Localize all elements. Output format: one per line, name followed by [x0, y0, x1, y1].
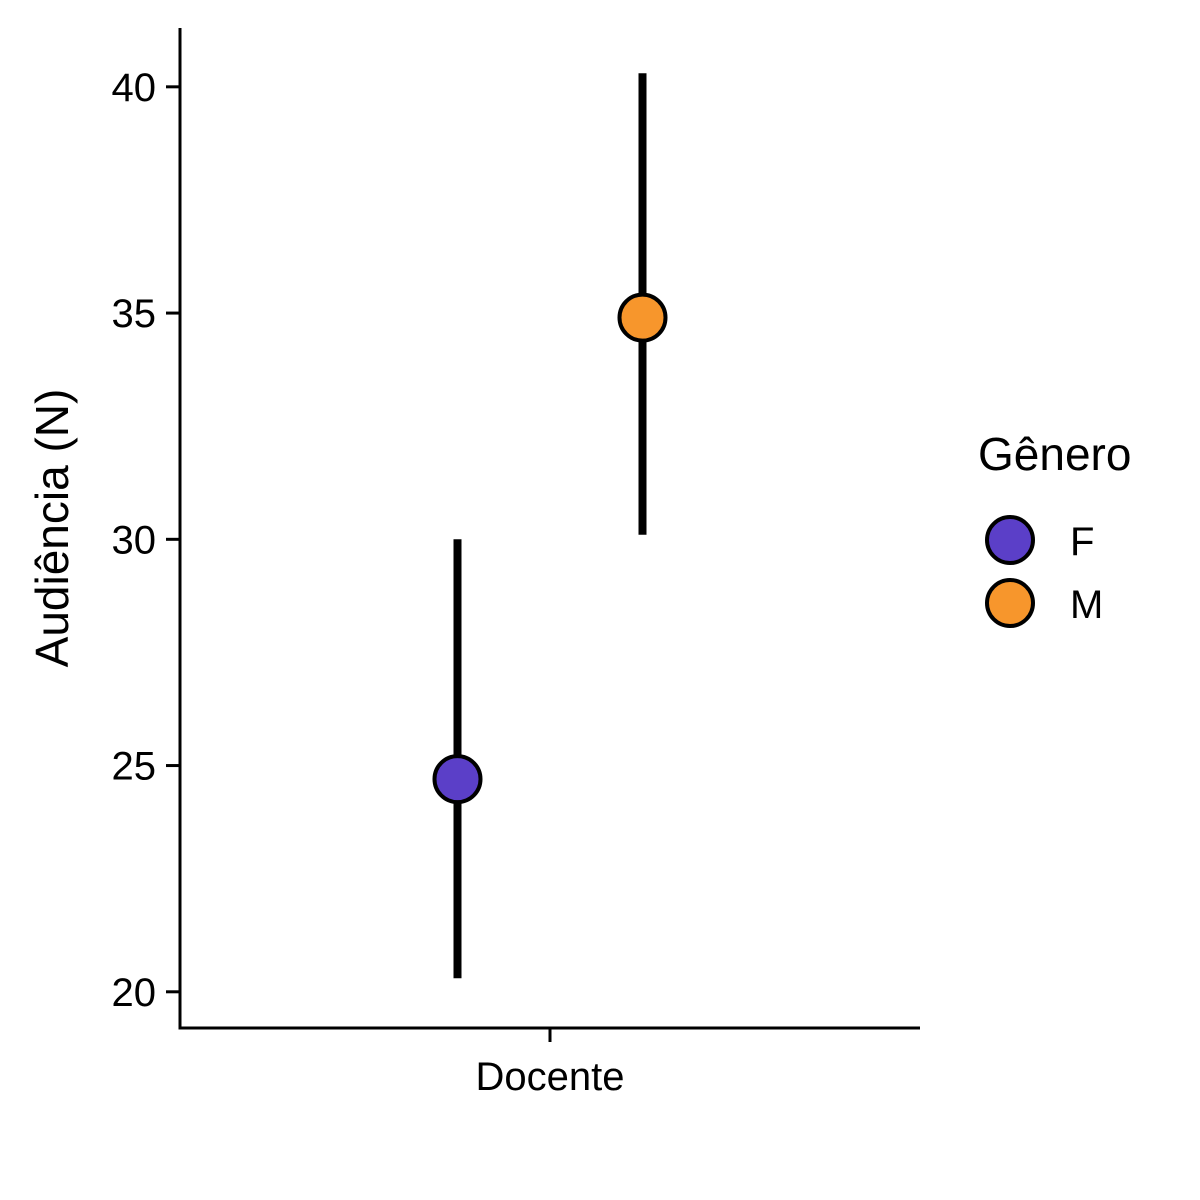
legend-label-m: M	[1070, 583, 1103, 627]
legend-label-f: F	[1070, 520, 1094, 564]
legend-title: Gênero	[978, 428, 1131, 480]
y-axis-ticks: 20 25 30 35 40	[112, 66, 180, 1015]
x-axis-ticks: Docente	[476, 1028, 625, 1099]
data-point-f	[432, 754, 483, 805]
y-tick-label: 25	[112, 745, 157, 789]
y-tick-label: 40	[112, 66, 157, 110]
plot-area	[432, 73, 668, 979]
legend-key-f	[985, 515, 1035, 565]
data-point-m	[617, 292, 668, 343]
y-axis-title: Audiência (N)	[26, 389, 78, 668]
y-tick-label: 20	[112, 971, 157, 1015]
x-tick-label: Docente	[476, 1055, 625, 1099]
y-tick-label: 35	[112, 292, 157, 336]
legend: FM	[985, 515, 1103, 628]
legend-key-m	[985, 578, 1035, 628]
y-tick-label: 30	[112, 518, 157, 562]
